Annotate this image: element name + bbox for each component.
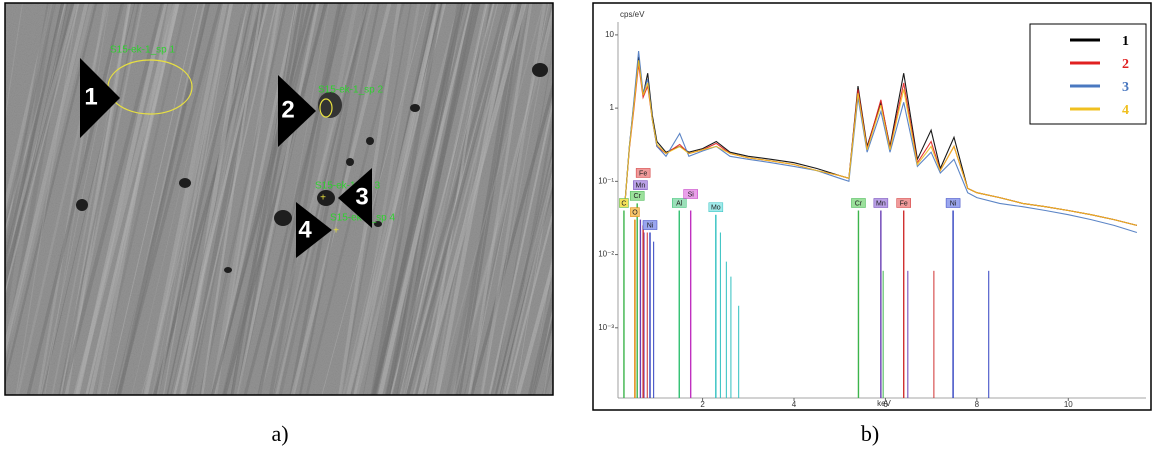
element-label: Si	[688, 191, 695, 198]
element-label: Cr	[855, 200, 863, 207]
arrow	[80, 58, 120, 138]
element-label: Mn	[876, 200, 886, 207]
pore	[76, 199, 88, 211]
element-box	[642, 220, 658, 230]
pore	[346, 158, 354, 166]
pore	[179, 178, 191, 188]
legend-label: 4	[1122, 103, 1129, 118]
arrow-number: 3	[355, 183, 368, 210]
arrow	[296, 202, 332, 258]
x-tick-label: 6	[883, 400, 888, 409]
element-label: Cr	[634, 193, 642, 200]
y-tick-label: 10⁻¹	[598, 176, 614, 185]
pore	[224, 267, 232, 273]
pores	[76, 63, 548, 273]
x-tick-label: 2	[700, 400, 705, 409]
element-label: Mn	[636, 182, 646, 189]
arrow	[338, 168, 372, 228]
plot-area	[623, 51, 1138, 398]
sem-image: + + S15-ek-1_sp 1 S15-ek-1_sp 2 S15-ek-1…	[5, 3, 553, 395]
element-box	[851, 198, 866, 208]
element-box	[619, 198, 629, 208]
spot-marker: +	[333, 226, 339, 237]
element-box	[945, 198, 961, 208]
sem-frame	[4, 2, 554, 396]
pore	[532, 63, 548, 77]
element-label: Ni	[647, 222, 654, 229]
caption: a)	[271, 421, 288, 446]
element-box	[708, 202, 724, 212]
element-box	[672, 198, 687, 208]
y-tick-label: 10⁻²	[598, 250, 614, 259]
element-box	[873, 198, 889, 208]
legend-label: 1	[1122, 34, 1129, 49]
grain	[5, 3, 553, 395]
spectrum-line	[624, 60, 1138, 226]
spot-marker: +	[320, 193, 326, 204]
caption: b)	[861, 421, 879, 446]
element-box	[630, 207, 640, 217]
arrow-number: 4	[298, 216, 312, 243]
legend-label: 3	[1122, 80, 1129, 95]
pore	[318, 92, 342, 118]
y-axis-label: cps/eV	[620, 10, 645, 19]
element-label: O	[632, 209, 638, 216]
element-box	[633, 180, 648, 190]
element-box	[896, 198, 911, 208]
element-label: Fe	[639, 170, 647, 177]
arrow	[278, 75, 316, 147]
y-tick-label: 10⁻³	[598, 323, 614, 332]
spot-area	[319, 98, 333, 118]
y-tick-label: 1	[610, 103, 615, 112]
element-label: Ni	[950, 200, 957, 207]
spot-label: S15-ek-1_sp 1	[110, 45, 175, 56]
y-tick-label: 10	[605, 30, 614, 39]
element-label: C	[621, 200, 626, 207]
element-box	[629, 191, 645, 201]
arrow-number: 1	[84, 83, 97, 110]
element-label: Al	[676, 200, 683, 207]
element-label: Mo	[711, 205, 721, 212]
legend-label: 2	[1122, 57, 1129, 72]
element-box	[683, 189, 698, 199]
pore	[317, 190, 335, 206]
spot-label: S15-ek-1_sp 3	[315, 181, 380, 192]
x-tick-label: 4	[792, 400, 797, 409]
x-tick-label: 10	[1064, 400, 1073, 409]
spot-label: S15-ek-1_sp 2	[318, 85, 383, 96]
pore	[274, 210, 292, 226]
plot: 10 1 10⁻¹ 10⁻² 10⁻³ 2 4 6 8 10 CO Cr Mn Fe Ni Al Si Mo Cr M…	[598, 22, 1147, 409]
pore	[410, 104, 420, 112]
x-tick-label: 8	[975, 400, 980, 409]
pore	[374, 221, 382, 227]
element-label: Fe	[900, 200, 908, 207]
x-axis-label: keV	[877, 399, 891, 408]
arrow-number: 2	[281, 96, 294, 123]
pore	[366, 137, 374, 145]
element-box	[635, 168, 651, 178]
